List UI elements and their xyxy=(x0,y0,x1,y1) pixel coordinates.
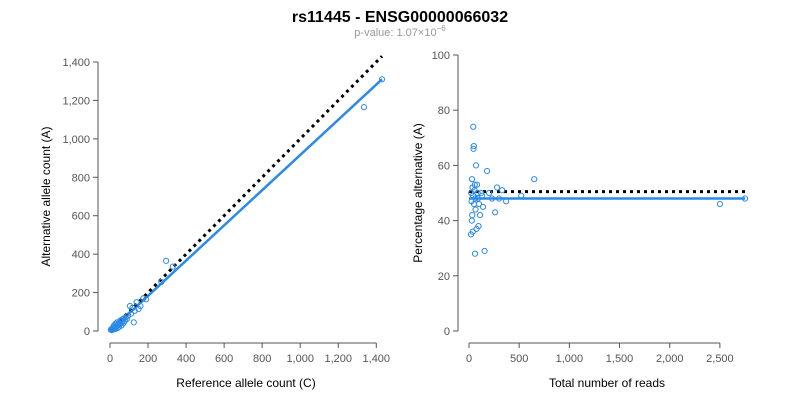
y-tick-label: 600 xyxy=(72,211,90,223)
y-tick-label: 20 xyxy=(438,271,450,283)
x-tick-label: 200 xyxy=(139,353,157,365)
y-axis-title: Percentage alternative (A) xyxy=(411,123,425,262)
data-point xyxy=(477,189,485,197)
data-point xyxy=(499,187,506,194)
chart-title: rs11445 - ENSG00000066032 xyxy=(292,9,508,26)
data-points xyxy=(467,123,749,257)
data-point xyxy=(378,76,386,83)
data-point xyxy=(121,317,128,325)
x-tick-label: 1,400 xyxy=(363,353,391,365)
data-point xyxy=(503,198,510,205)
y-tick-label: 800 xyxy=(72,172,90,184)
x-tick-label: 800 xyxy=(253,353,271,365)
data-point xyxy=(127,310,135,317)
expected-ratio-line xyxy=(108,55,384,333)
data-point xyxy=(476,211,484,219)
data-point xyxy=(473,181,481,188)
data-point xyxy=(472,206,479,213)
y-tick-label: 200 xyxy=(72,288,90,300)
data-point xyxy=(716,200,724,208)
data-point xyxy=(491,209,499,216)
y-axis-title: Alternative allele count (A) xyxy=(39,126,53,266)
y-tick-label: 40 xyxy=(438,216,450,228)
data-point xyxy=(470,142,477,150)
data-point xyxy=(130,319,137,326)
data-point xyxy=(470,123,477,130)
data-point xyxy=(169,263,176,270)
data-point xyxy=(470,145,477,152)
y-tick-label: 100 xyxy=(432,50,450,62)
data-point xyxy=(140,295,147,302)
y-tick-label: 1,400 xyxy=(62,57,90,69)
data-point xyxy=(478,192,486,199)
y-tick-label: 1,200 xyxy=(62,95,90,107)
x-tick-label: 600 xyxy=(215,353,233,365)
y-tick-label: 0 xyxy=(84,326,90,338)
data-point xyxy=(481,247,488,255)
data-point xyxy=(468,176,476,183)
data-point xyxy=(488,195,496,202)
x-tick-label: 0 xyxy=(107,353,113,365)
x-axis-title: Reference allele count (C) xyxy=(176,376,315,390)
x-tick-label: 1,000 xyxy=(556,353,584,365)
data-points xyxy=(107,76,386,334)
x-tick-label: 2,000 xyxy=(656,353,684,365)
y-axis: 0 20 40 60 80 100 xyxy=(432,50,459,338)
data-point xyxy=(475,223,482,230)
x-tick-label: 500 xyxy=(510,353,528,365)
data-point xyxy=(123,315,130,323)
data-point xyxy=(133,299,140,306)
data-point xyxy=(475,200,483,208)
x-axis: 0 200 400 600 800 1,000 1,200 1,400 xyxy=(107,342,391,365)
data-point xyxy=(483,167,491,175)
data-point xyxy=(471,250,479,257)
y-tick-label: 400 xyxy=(72,249,90,261)
y-tick-label: 0 xyxy=(444,326,450,338)
left-scatter-panel: 0 200 400 600 800 1,000 1,200 1,400 0 200 400 600 80… xyxy=(39,55,391,390)
x-tick-label: 1,000 xyxy=(286,353,314,365)
data-point xyxy=(468,217,475,224)
regression-line xyxy=(109,78,383,332)
data-point xyxy=(471,181,478,188)
y-axis: 0 200 400 600 800 1,000 1,200 1,400 xyxy=(62,57,99,338)
x-axis-title: Total number of reads xyxy=(549,376,665,390)
pvalue-exponent: −6 xyxy=(437,24,447,33)
right-scatter-panel: 0 500 1,000 1,500 2,000 2,500 0 20 40 60 80 100 Tota… xyxy=(411,50,749,390)
data-point xyxy=(472,195,479,202)
data-point xyxy=(741,195,749,202)
chart-subtitle: p-value: 1.07×10−6 xyxy=(354,24,446,39)
data-point xyxy=(485,189,493,197)
data-point xyxy=(137,302,144,310)
x-axis: 0 500 1,000 1,500 2,000 2,500 xyxy=(466,342,734,365)
data-point xyxy=(518,192,525,199)
data-point xyxy=(163,257,170,264)
y-tick-label: 60 xyxy=(438,160,450,172)
data-point xyxy=(158,278,165,286)
data-point xyxy=(496,195,503,202)
data-point xyxy=(494,184,501,191)
x-tick-label: 2,500 xyxy=(706,353,734,365)
data-point xyxy=(360,104,368,111)
x-tick-label: 0 xyxy=(466,353,472,365)
x-tick-label: 1,200 xyxy=(324,353,352,365)
data-point xyxy=(469,211,476,219)
data-point xyxy=(531,176,538,183)
x-tick-label: 400 xyxy=(177,353,195,365)
x-tick-label: 1,500 xyxy=(606,353,634,365)
pvalue-text: p-value: 1.07×10 xyxy=(354,27,436,39)
y-tick-label: 80 xyxy=(438,105,450,117)
data-point xyxy=(472,162,480,169)
data-point xyxy=(143,296,150,303)
data-point xyxy=(479,203,487,210)
y-tick-label: 1,000 xyxy=(62,134,90,146)
